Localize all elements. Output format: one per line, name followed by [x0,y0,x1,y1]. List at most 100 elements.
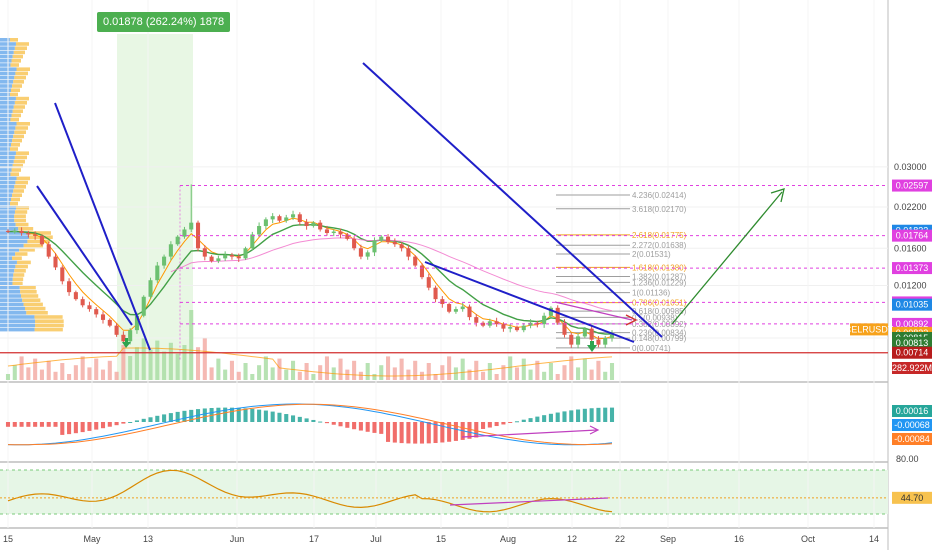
candle-body [569,334,574,345]
volume-profile-bar [16,176,30,181]
macd-histogram-bar [12,422,17,427]
time-tick-label: Sep [660,534,676,544]
macd-histogram-bar [189,409,194,422]
macd-histogram-bar [270,411,275,422]
volume-profile-bar [0,277,13,281]
price-tag-box [892,317,932,330]
volume-profile-bar [15,264,28,269]
candle-body [243,248,248,259]
macd-histogram-bar [569,410,574,422]
volume-bar [60,363,65,380]
volume-profile-bar [25,306,46,311]
volume-bar [372,374,377,380]
volume-bar [168,342,173,380]
macd-histogram-bar [467,422,472,439]
macd-histogram-bar [555,412,560,422]
candle-body [107,319,112,326]
macd-histogram-bar [596,407,601,422]
volume-profile-bar [0,281,13,286]
macd-histogram-bar [311,419,316,422]
volume-profile-bar [10,63,19,67]
macd-histogram-bar [277,412,282,422]
macd-histogram-bar [19,422,24,427]
volume-bar [121,345,126,380]
macd-histogram-bar [603,407,608,422]
volume-profile-bar [0,298,23,302]
time-tick-label: 14 [869,534,879,544]
price-tag-box [892,362,932,374]
macd-histogram-bar [263,410,268,422]
falling-wedge-lower-right [424,261,635,343]
volume-profile-bar [11,113,21,118]
macd-histogram-bar [379,422,384,434]
candle-body [372,240,377,253]
rsi-tag-label: 44.70 [901,493,924,503]
macd-histogram-bar [535,416,540,422]
volume-profile-bar [23,243,44,248]
volume-profile-bar [0,201,10,206]
macd-histogram-bar [338,422,343,427]
volume-profile-bar [0,168,12,172]
macd-histogram-bar [372,422,377,433]
volume-bar [297,371,302,380]
macd-divergence-line [461,429,598,438]
volume-bar [80,356,85,380]
volume-profile-bar [13,273,25,277]
volume-profile-bar [34,315,63,319]
candle-body [406,248,411,257]
candle-body [582,328,587,337]
volume-profile-bar [0,50,14,55]
ema-long-line [170,237,613,312]
volume-profile-bar [16,67,30,71]
fib-level-label: 3.618(0.02170) [632,205,687,214]
time-tick-label: Jul [370,534,382,544]
volume-bar [33,358,38,380]
buy-arrow-right [587,341,597,352]
volume-profile-bar [0,101,15,105]
time-tick-label: Aug [500,534,516,544]
macd-histogram-bar [345,422,350,428]
candle-body [318,222,323,230]
macd-histogram-bar [399,422,404,444]
volume-profile-bar [13,80,24,84]
macd-histogram-bar [250,408,255,422]
volume-profile-bar [13,105,25,109]
volume-profile-bar [0,315,35,319]
macd-histogram-bar [182,410,187,422]
rsi-tick-label: 80.00 [896,454,919,464]
volume-profile-bar [11,168,21,172]
volume-profile-bar [0,290,21,294]
rsi-band [0,470,888,514]
macd-histogram-bar [33,422,38,427]
time-tick-label: 15 [3,534,13,544]
macd-histogram-bar [243,408,248,422]
price-axis: 0.030000.022000.016000.012000.008000.025… [845,162,932,504]
volume-bar [528,369,533,380]
volume-profile-bar [0,327,35,332]
volume-bar [419,371,425,380]
volume-profile-bar [22,298,41,302]
volume-profile-bar [0,143,11,147]
volume-bar [460,358,465,380]
time-tick-label: May [83,534,101,544]
candle-body [440,299,445,305]
candle-body [19,230,24,234]
volume-bar [508,356,513,380]
volume-profile-bar [18,227,34,231]
volume-profile-bar [11,197,21,202]
macd-tag-label: 0.00016 [896,406,929,416]
fib-level-label: 2.272(0.01638) [632,241,687,250]
macd-pane [5,403,615,446]
macd-histogram-bar [562,411,567,422]
volume-profile-bar [0,105,14,109]
volume-bar [284,369,289,380]
volume-ma-line [7,347,613,377]
macd-histogram-bar [494,422,499,427]
volume-bar [426,363,431,380]
volume-profile-bar [15,206,30,210]
macd-histogram-bar [46,422,51,427]
volume-profile-bar [14,214,26,218]
candle-body [562,322,567,335]
divergence-line [554,301,633,321]
